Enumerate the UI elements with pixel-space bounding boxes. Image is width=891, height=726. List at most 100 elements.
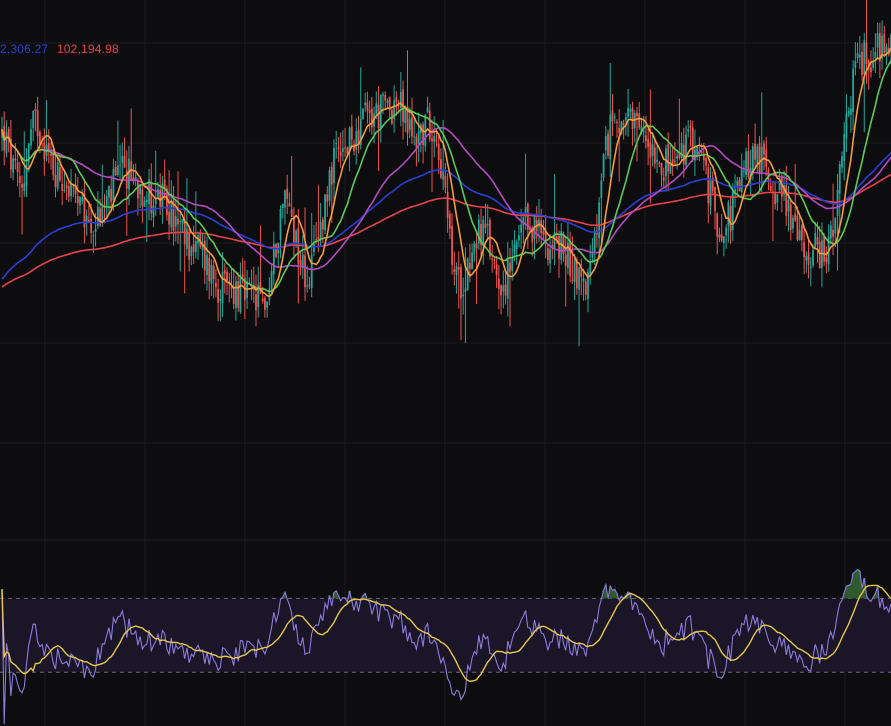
candle-body: [38, 131, 41, 144]
candle: [480, 208, 482, 257]
candle-body: [157, 189, 159, 197]
candle-body: [255, 294, 257, 311]
candle-body: [286, 188, 289, 199]
candle: [212, 260, 215, 299]
candle: [1, 116, 3, 152]
candle-body: [881, 35, 883, 59]
candle-body: [493, 259, 496, 261]
candle: [803, 225, 806, 275]
candle-body: [849, 108, 852, 115]
candle-body: [388, 97, 391, 111]
candle-body: [382, 94, 384, 96]
candle-body: [878, 32, 881, 62]
candle-body: [584, 281, 587, 295]
candle-body: [531, 231, 534, 242]
candle: [838, 161, 841, 234]
candle: [689, 120, 692, 147]
candle: [685, 125, 687, 170]
candle: [355, 118, 358, 165]
candle: [754, 123, 756, 170]
candle-body: [63, 189, 66, 191]
candle: [660, 162, 663, 188]
candle-body: [290, 209, 293, 217]
candle-body: [108, 186, 110, 198]
candle: [21, 175, 23, 235]
candle-body: [165, 188, 168, 216]
ma-slow-line: [1, 126, 891, 271]
candle-body: [861, 51, 863, 75]
candle-body: [571, 279, 574, 282]
candle-body: [466, 258, 469, 291]
candle: [272, 231, 275, 286]
candle: [5, 120, 8, 158]
candle-body: [317, 237, 320, 240]
candle-body: [397, 104, 400, 106]
candle: [622, 119, 625, 140]
candle-body: [121, 155, 124, 164]
candle: [76, 176, 79, 216]
candle: [114, 161, 117, 176]
candle: [578, 266, 580, 347]
candle: [544, 214, 547, 259]
candle: [629, 104, 632, 120]
candle-body: [740, 169, 743, 193]
candle-body: [560, 231, 563, 260]
candle: [829, 220, 832, 245]
candle-body: [386, 100, 389, 103]
candle: [845, 94, 848, 152]
candle-body: [110, 189, 113, 202]
candle-body: [725, 227, 728, 236]
candle-body: [217, 289, 220, 303]
candle-body: [825, 257, 828, 263]
candle-body: [856, 53, 859, 58]
candle-body: [716, 213, 719, 237]
candle: [335, 130, 338, 159]
rsi-pane[interactable]: [0, 568, 891, 724]
candle: [716, 212, 719, 255]
candle-body: [422, 124, 425, 146]
candle-body: [415, 136, 418, 148]
candle-body: [1, 129, 3, 138]
candle-body: [680, 143, 683, 158]
candle: [878, 22, 881, 79]
candle-body: [357, 129, 360, 145]
candle-body: [212, 265, 215, 280]
candle-body: [143, 201, 146, 207]
candle: [357, 116, 360, 154]
candle: [116, 120, 119, 178]
candle-body: [491, 258, 494, 260]
candle: [123, 137, 126, 169]
candle: [134, 163, 137, 187]
candle-body: [335, 142, 338, 144]
candle: [598, 197, 601, 256]
candle-body: [509, 262, 511, 273]
candle: [257, 266, 260, 318]
candle: [386, 98, 389, 108]
candle-body: [94, 229, 97, 233]
candle: [16, 151, 19, 187]
candle-body: [546, 248, 549, 260]
candle: [482, 215, 485, 265]
candle-body: [700, 151, 703, 154]
candle: [567, 222, 569, 275]
candle-body: [669, 162, 672, 174]
candle: [631, 101, 634, 146]
candle-body: [462, 294, 465, 297]
candle-body: [272, 244, 275, 275]
candle: [809, 257, 812, 287]
candle-body: [756, 146, 759, 164]
candle: [587, 268, 589, 313]
candle-body: [281, 204, 284, 209]
candle-body: [722, 236, 725, 243]
candle-body: [511, 257, 514, 271]
candle: [714, 186, 716, 230]
candle-body: [484, 223, 487, 228]
candle-body: [43, 142, 46, 160]
candle: [705, 156, 707, 175]
candle: [865, 0, 868, 84]
candle: [575, 257, 578, 295]
price-pane[interactable]: [1, 0, 891, 347]
candle: [455, 262, 458, 294]
candle: [756, 144, 759, 173]
